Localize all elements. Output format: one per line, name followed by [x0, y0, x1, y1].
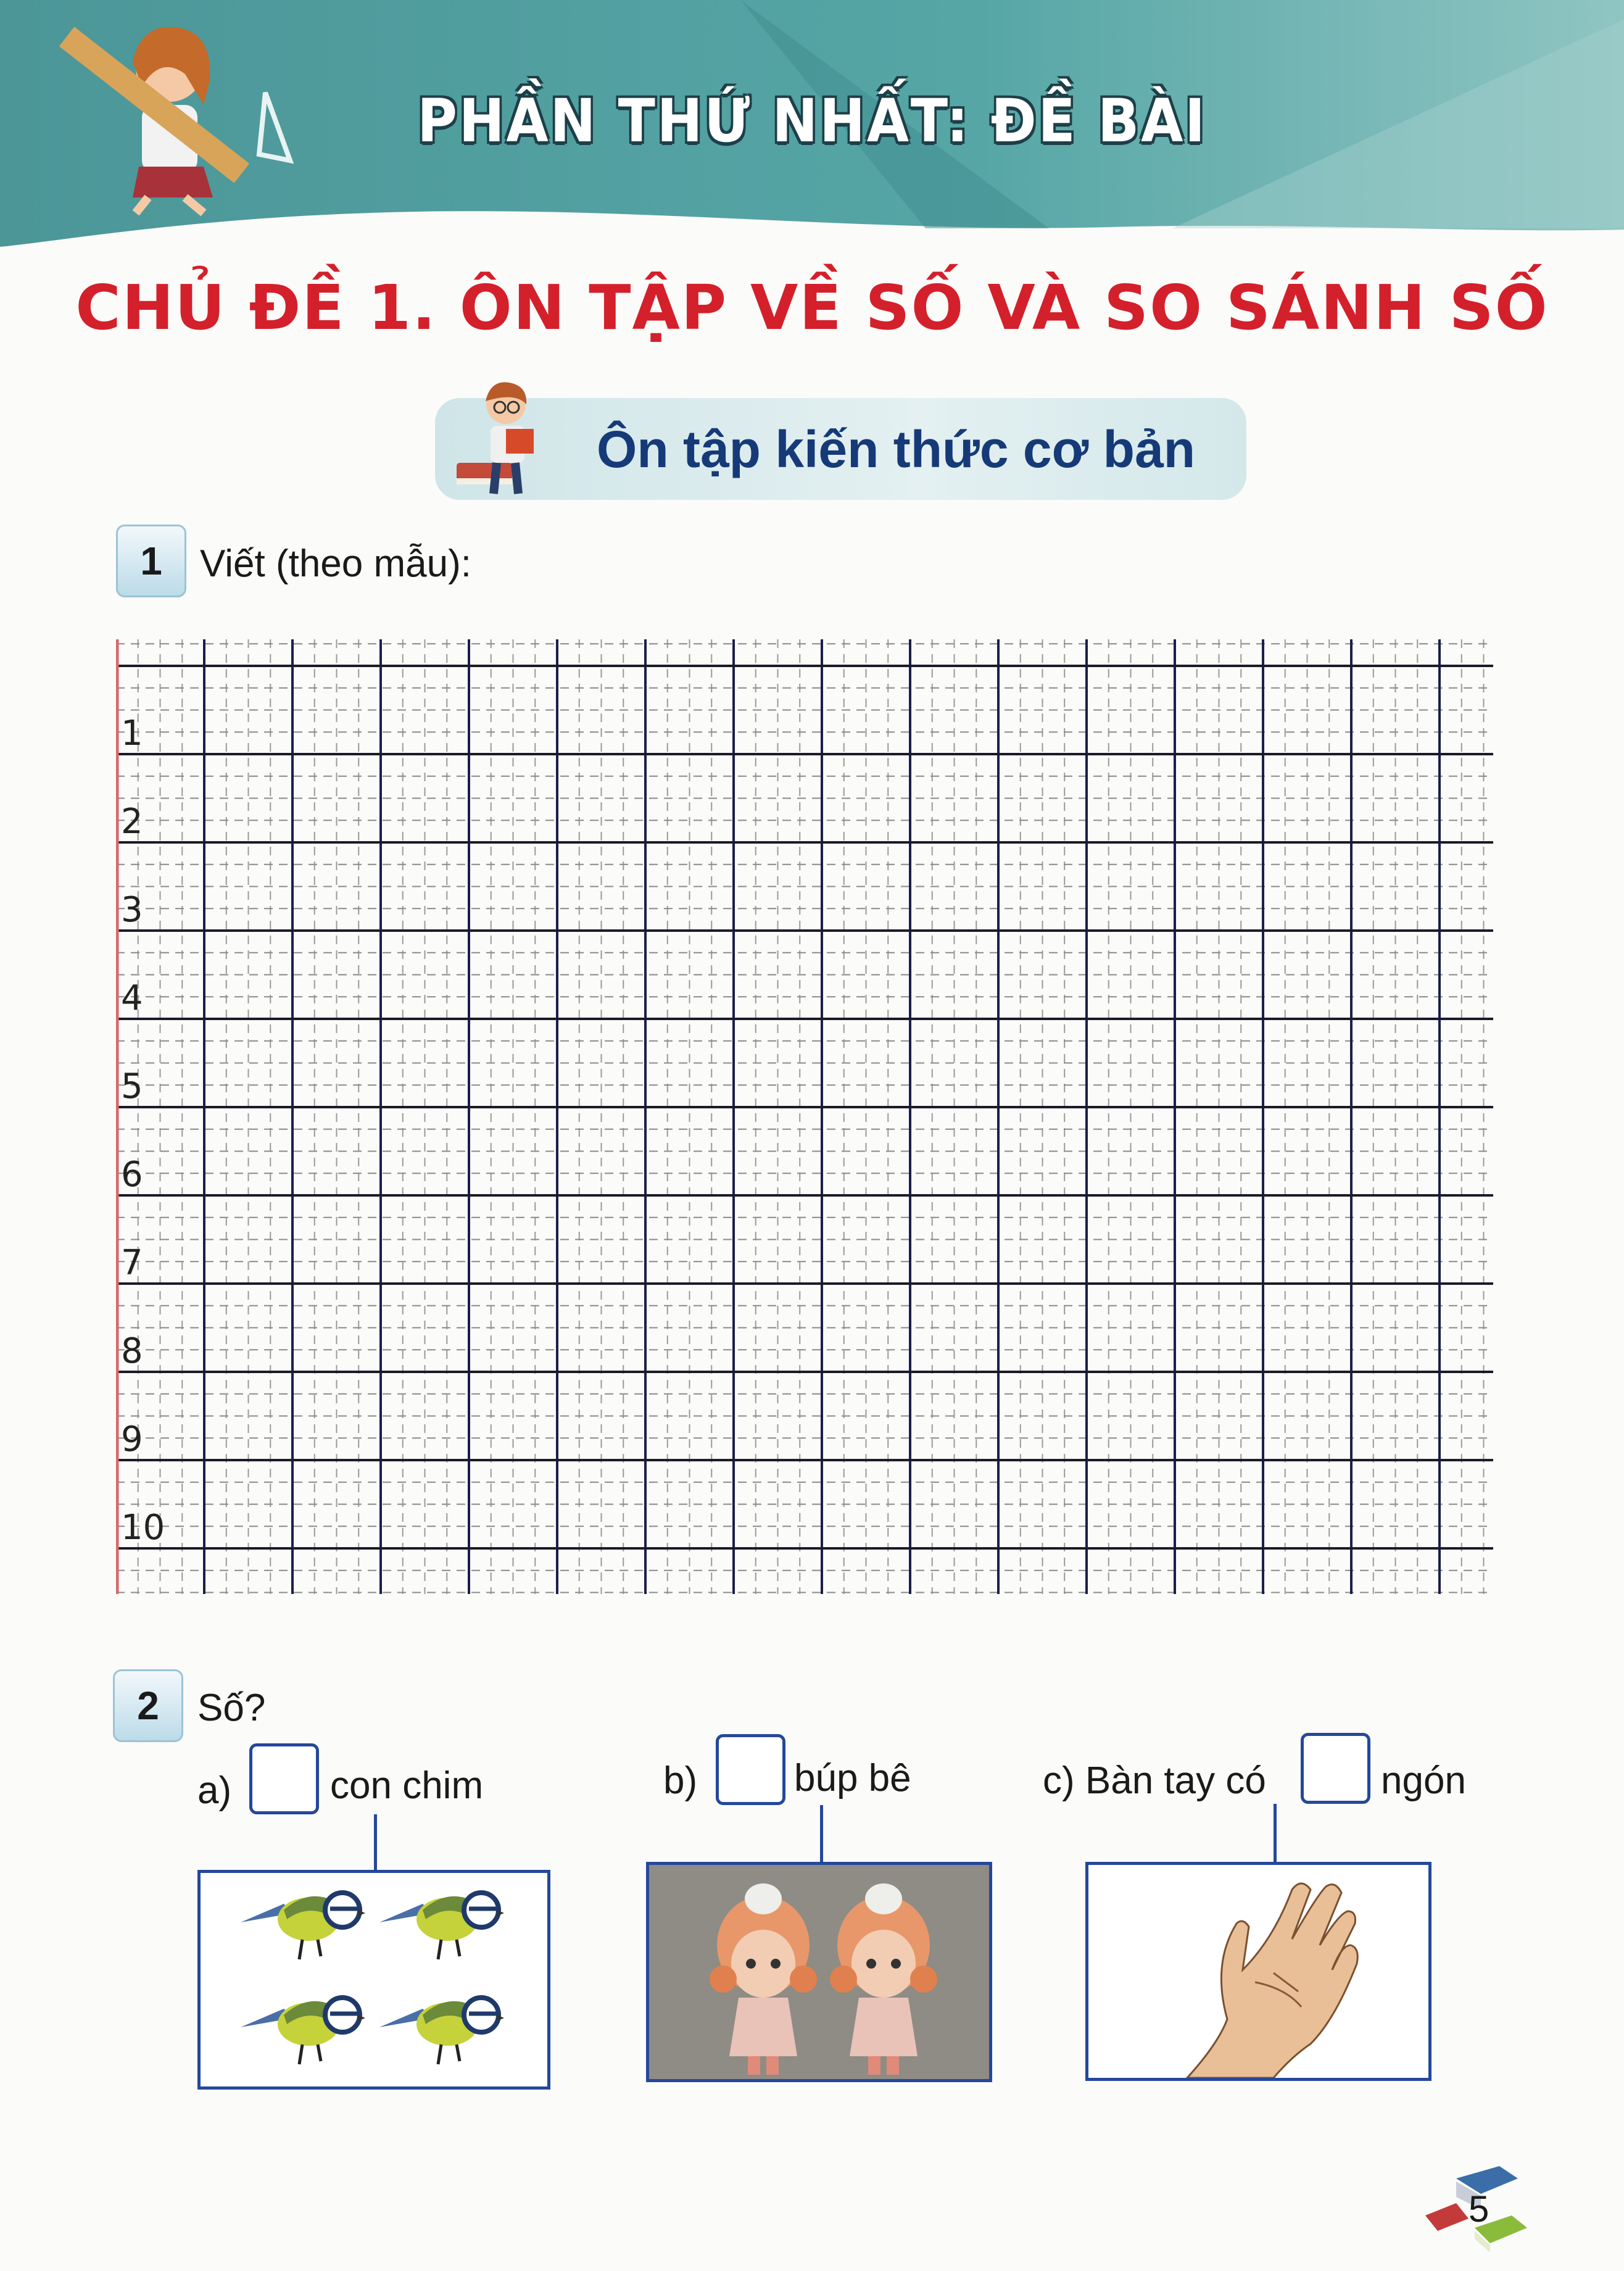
four-birds-image: [201, 1873, 547, 2086]
exercise-1-instruction: Viết (theo mẫu):: [200, 542, 471, 585]
part-c-label: c) Bàn tay có: [1043, 1759, 1266, 1802]
boy-reading-illustration: [457, 382, 534, 494]
part-b-answer-box[interactable]: [716, 1734, 785, 1805]
part-title: PHẦN THỨ NHẤT: ĐỀ BÀI: [417, 86, 1207, 156]
grid-row-label: 3: [121, 890, 143, 930]
topic-title: CHỦ ĐỀ 1. ÔN TẬP VỀ SỐ VÀ SO SÁNH SỐ: [75, 272, 1549, 344]
triangle-ruler-icon: [256, 91, 294, 164]
grid-row-label: 5: [121, 1066, 143, 1106]
exercise-1-badge: 1: [116, 525, 186, 597]
part-b-connector: [820, 1805, 823, 1863]
section-pill-label: Ôn tập kiến thức cơ bản: [597, 420, 1196, 478]
part-c-text: ngón: [1381, 1759, 1466, 1802]
part-c-image-frame: [1085, 1862, 1431, 2081]
part-b-image-frame: [646, 1862, 992, 2082]
girl-with-ruler-illustration: [59, 27, 250, 217]
bird-icon: [241, 1998, 365, 2064]
bird-icon: [241, 1893, 365, 1959]
part-a-label: a): [197, 1769, 232, 1812]
page-number: 5: [1469, 2188, 1489, 2230]
bird-icon: [379, 1998, 504, 2064]
books-icon: [1425, 2166, 1527, 2252]
hand-image: [1185, 1882, 1359, 2079]
exercise-2-instruction: Số?: [197, 1687, 266, 1729]
part-a-answer-box[interactable]: [249, 1743, 319, 1814]
grid-row-label: 8: [121, 1331, 143, 1371]
part-a-text: con chim: [330, 1764, 484, 1807]
part-a-image-frame: [197, 1870, 550, 2090]
header-banner: [0, 0, 1624, 247]
part-c-answer-box[interactable]: [1301, 1733, 1370, 1804]
grid-row-label: 2: [121, 802, 143, 842]
grid-row-label: 4: [121, 978, 143, 1018]
doll-icon: [830, 1883, 937, 2075]
grid-row-label: 1: [121, 713, 143, 754]
part-b-text: búp bê: [794, 1757, 911, 1800]
part-c-connector: [1274, 1804, 1277, 1863]
exercise-2-badge: 2: [113, 1669, 183, 1742]
grid-row-label: 10: [121, 1508, 165, 1548]
two-dolls-image: [710, 1883, 937, 2075]
grid-row-label: 6: [121, 1155, 143, 1195]
doll-icon: [710, 1883, 817, 2075]
bird-icon: [379, 1893, 504, 1959]
part-a-connector: [374, 1814, 377, 1871]
grid-row-label: 9: [121, 1419, 143, 1459]
part-b-label: b): [663, 1759, 698, 1802]
section-pill: [435, 398, 1246, 500]
grid-row-label: 7: [121, 1243, 143, 1283]
writing-grid[interactable]: [116, 639, 1493, 1594]
